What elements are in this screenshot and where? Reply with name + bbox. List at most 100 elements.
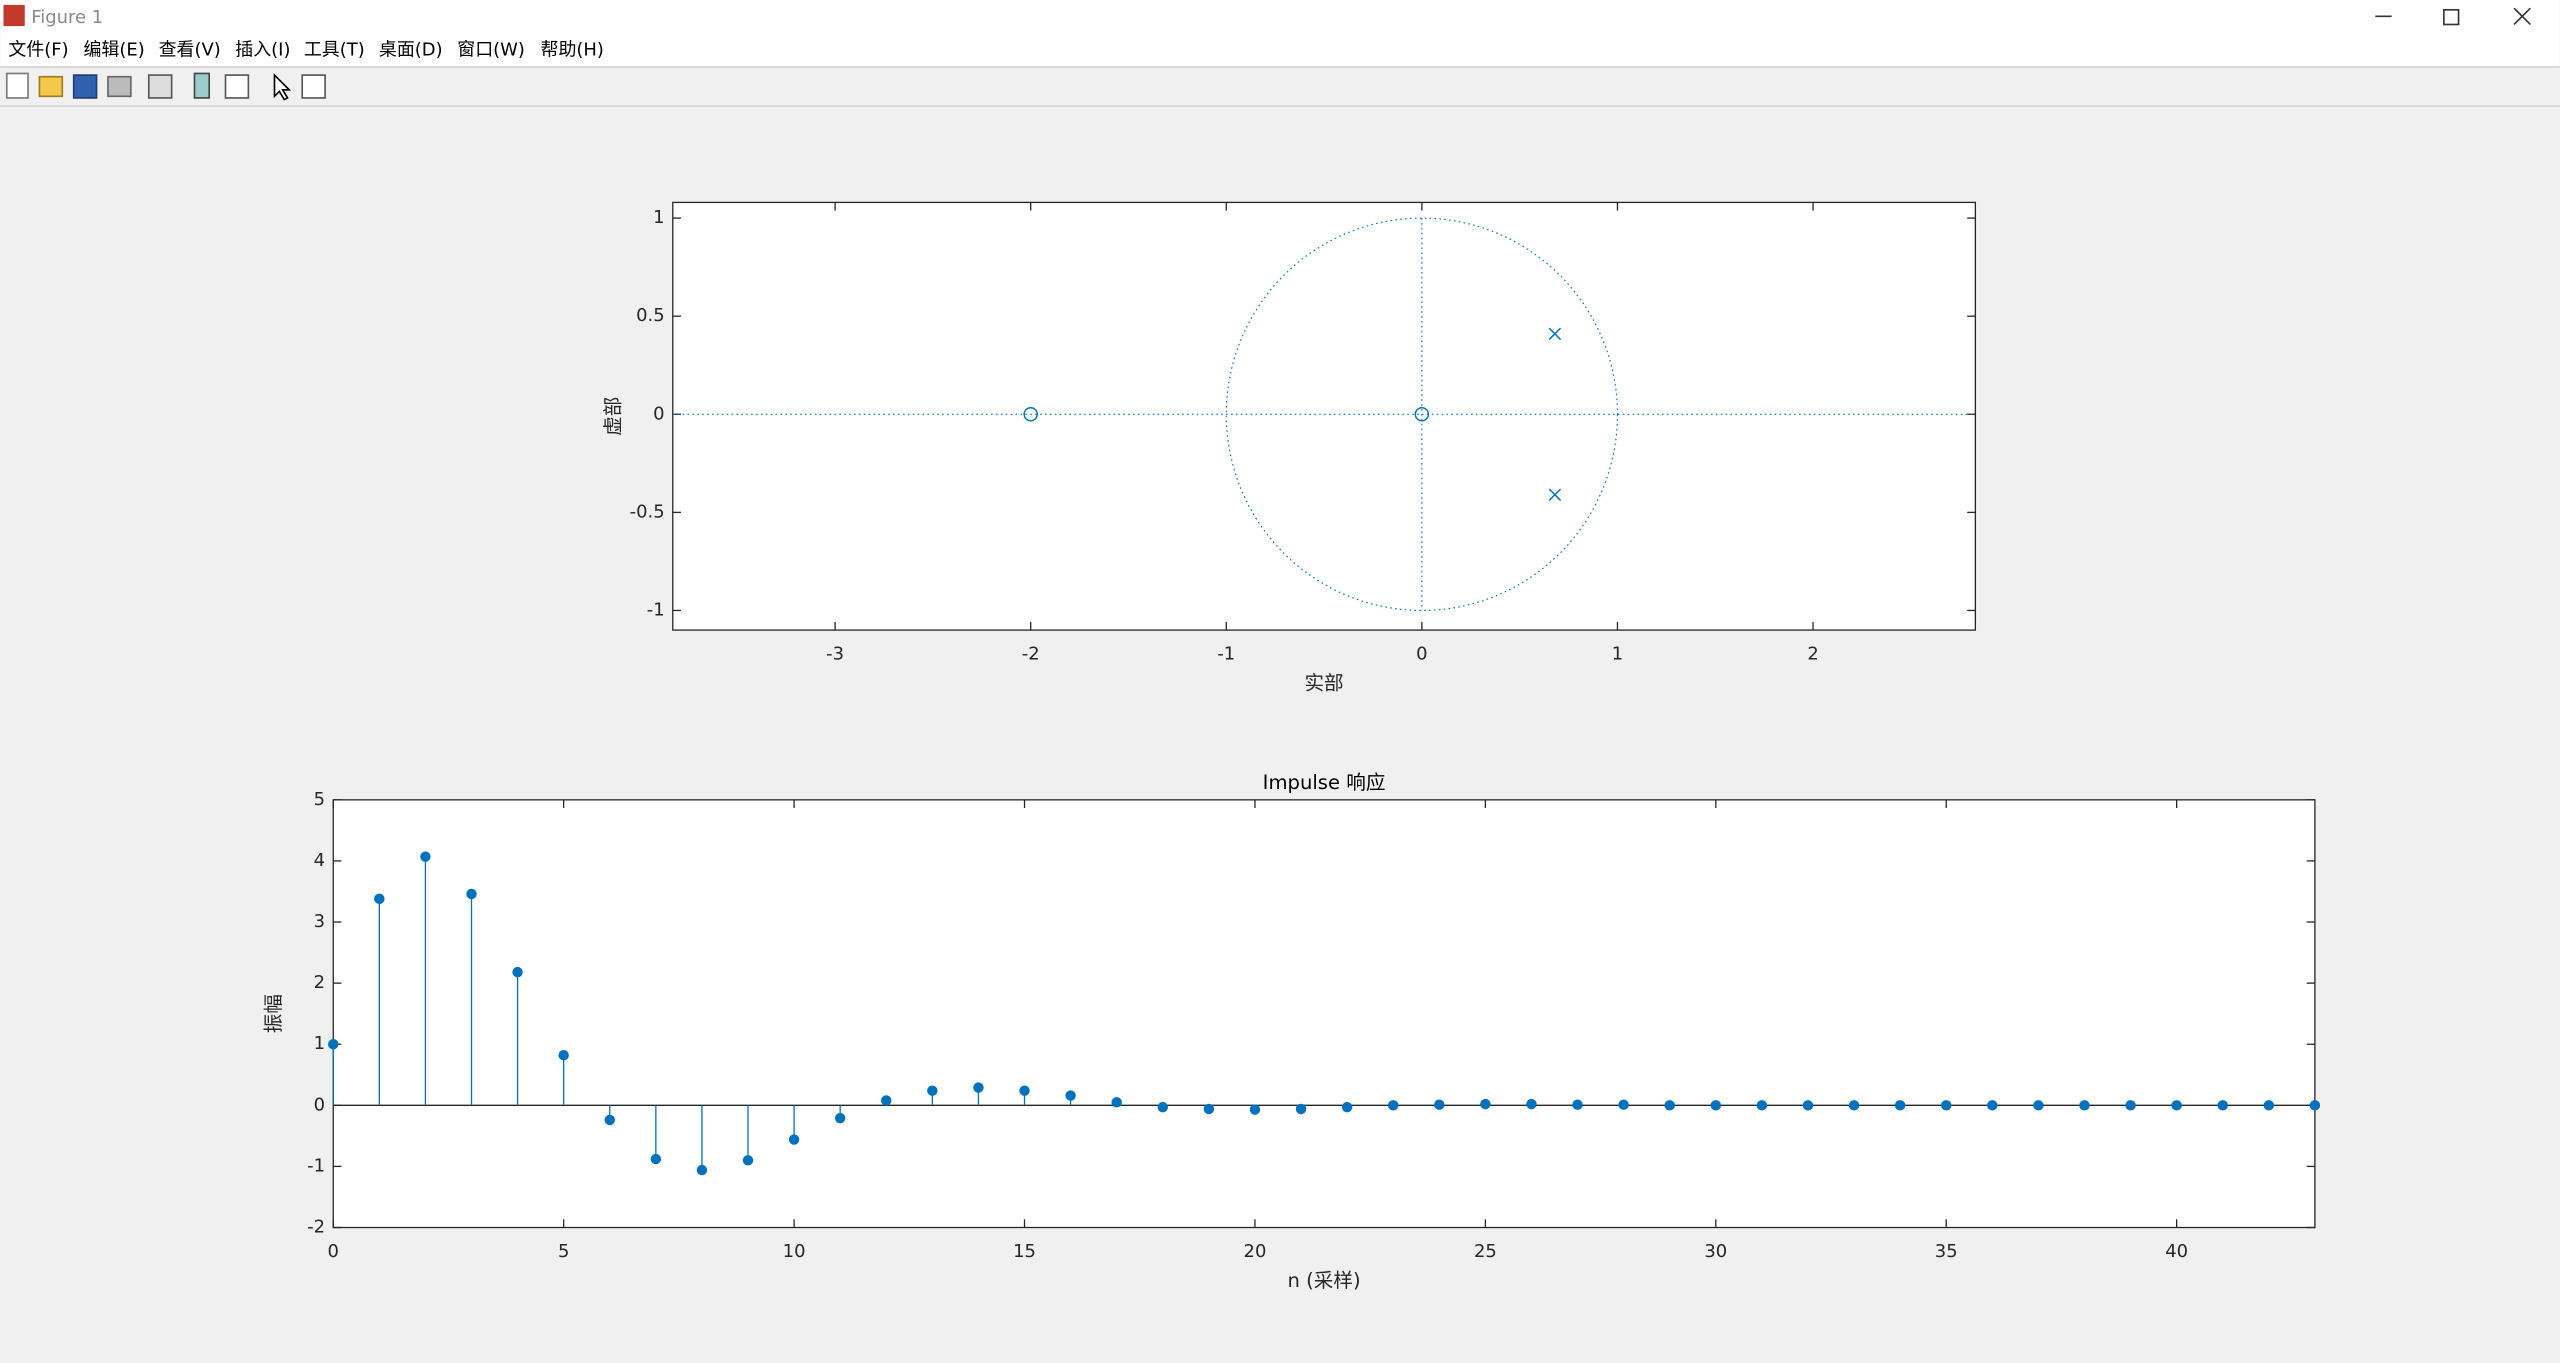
menu-item[interactable]: 帮助(H) — [541, 40, 604, 61]
stem-marker — [1387, 1100, 1399, 1111]
legend-icon[interactable] — [224, 74, 250, 99]
stem-marker — [742, 1155, 754, 1166]
stem-marker — [1203, 1103, 1215, 1115]
stem-marker — [696, 1164, 708, 1176]
menu-item[interactable]: 插入(I) — [235, 40, 290, 61]
y-tick-label: -1 — [647, 599, 665, 620]
stem-marker — [1940, 1100, 1952, 1111]
x-tick-label: 30 — [1704, 1241, 1727, 1262]
stem-marker — [1019, 1085, 1030, 1096]
stem-marker — [1111, 1097, 1122, 1108]
stem-marker — [927, 1085, 938, 1096]
x-tick-label: 25 — [1474, 1241, 1497, 1262]
stem-marker — [420, 851, 431, 862]
zero-marker — [1414, 407, 1430, 422]
y-tick-label: -0.5 — [630, 501, 665, 522]
y-axis-label: 振幅 — [262, 994, 285, 1033]
pole-marker — [1548, 327, 1562, 341]
toolbar — [5, 72, 326, 101]
x-tick-label: 15 — [1013, 1241, 1036, 1262]
y-tick-label: 1 — [314, 1033, 325, 1054]
y-tick-label: 4 — [314, 850, 325, 871]
colorbar-icon[interactable] — [193, 72, 211, 99]
plot-area — [332, 799, 2316, 1229]
y-axis-label: 虚部 — [602, 397, 625, 436]
x-tick-label: -1 — [1217, 644, 1235, 665]
plot-area — [672, 201, 1977, 631]
y-tick-label: -2 — [307, 1217, 325, 1238]
app-icon — [3, 4, 25, 27]
x-tick-label: -2 — [1022, 644, 1040, 665]
stem-marker — [1710, 1100, 1722, 1111]
stem-marker — [1756, 1100, 1768, 1111]
stem-marker — [604, 1114, 615, 1126]
menu-bar — [0, 32, 2560, 67]
zero-marker — [1023, 407, 1038, 422]
y-tick-label: 2 — [314, 972, 325, 993]
save-icon[interactable] — [72, 74, 98, 99]
stem-marker — [1249, 1104, 1261, 1115]
stem-marker — [1480, 1098, 1491, 1110]
close-button[interactable] — [2513, 7, 2531, 26]
y-tick-label: 0 — [314, 1094, 325, 1115]
x-tick-label: 1 — [1612, 644, 1623, 665]
stem-marker — [973, 1082, 984, 1093]
print-preview-icon[interactable] — [147, 74, 173, 99]
chart-title: Impulse 响应 — [1263, 771, 1386, 794]
x-tick-label: 0 — [328, 1241, 339, 1262]
menu-item[interactable]: 文件(F) — [8, 40, 68, 61]
stem-marker — [2217, 1100, 2228, 1111]
new-icon[interactable] — [5, 72, 29, 99]
stem-marker — [2125, 1100, 2136, 1111]
menu-item[interactable]: 编辑(E) — [83, 40, 144, 61]
x-tick-label: 2 — [1807, 644, 1818, 665]
pole-marker — [1548, 488, 1562, 501]
title-bar — [0, 0, 2560, 33]
y-tick-label: 3 — [314, 911, 325, 932]
pointer-icon[interactable] — [273, 73, 292, 101]
x-axis-label: 实部 — [1304, 671, 1343, 694]
x-tick-label: -3 — [826, 644, 844, 665]
stem-marker — [1848, 1100, 1860, 1111]
stem-marker — [788, 1134, 800, 1145]
stem-marker — [650, 1153, 662, 1165]
stem-marker — [1802, 1100, 1814, 1111]
property-icon[interactable] — [301, 74, 326, 99]
stem-marker — [1434, 1099, 1445, 1110]
stem-marker — [2033, 1100, 2044, 1111]
stem-marker — [2079, 1100, 2090, 1111]
y-tick-label: 1 — [653, 207, 664, 228]
x-axis-label: n (采样) — [1288, 1269, 1361, 1292]
stem-marker — [1987, 1100, 1998, 1111]
x-tick-label: 40 — [2165, 1241, 2188, 1262]
stem-marker — [1157, 1101, 1168, 1113]
menu-item[interactable]: 窗口(W) — [457, 40, 525, 61]
stem-marker — [374, 893, 385, 905]
stem-marker — [466, 888, 477, 900]
menu-item[interactable]: 查看(V) — [159, 40, 221, 61]
stem-marker — [1894, 1100, 1906, 1111]
stem-marker — [1341, 1101, 1353, 1113]
y-tick-label: 0 — [653, 403, 664, 424]
x-tick-label: 20 — [1244, 1241, 1267, 1262]
restore-button[interactable] — [2443, 8, 2460, 26]
y-tick-label: -1 — [307, 1155, 325, 1176]
stem-marker — [1572, 1099, 1583, 1110]
stem-marker — [2263, 1100, 2275, 1111]
print-icon[interactable] — [107, 75, 132, 98]
y-tick-label: 5 — [314, 789, 325, 810]
stem-marker — [328, 1039, 339, 1050]
stem-marker — [558, 1050, 569, 1061]
window-title: Figure 1 — [31, 7, 103, 28]
open-icon[interactable] — [38, 75, 64, 98]
unit-circle — [1225, 217, 1619, 612]
stem-marker — [1065, 1090, 1076, 1101]
x-tick-label: 0 — [1416, 644, 1427, 665]
stem-marker — [512, 966, 523, 978]
menu-item[interactable]: 桌面(D) — [379, 40, 443, 61]
stem-marker — [2309, 1100, 2321, 1111]
x-tick-label: 10 — [783, 1241, 806, 1262]
stem-marker — [1295, 1103, 1307, 1115]
menu-item[interactable]: 工具(T) — [304, 40, 365, 61]
